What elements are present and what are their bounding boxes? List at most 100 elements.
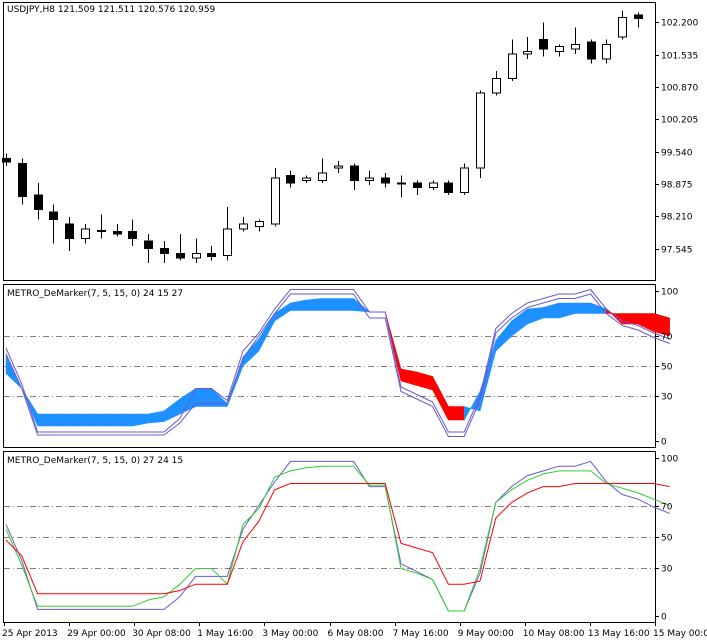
bull-candle bbox=[302, 175, 311, 183]
time-tick-label: 10 May 08:00 bbox=[523, 629, 585, 639]
bear-candle bbox=[65, 216, 74, 251]
candle-body bbox=[239, 223, 248, 230]
bear-candle bbox=[160, 241, 169, 263]
time-tick-label: 15 May 00:00 bbox=[653, 629, 707, 639]
bear-candle bbox=[413, 180, 422, 195]
bull-candle bbox=[460, 163, 469, 195]
bear-candle bbox=[18, 158, 27, 205]
candle-body bbox=[571, 43, 580, 50]
bull-candle bbox=[555, 44, 564, 57]
candle-body bbox=[2, 158, 11, 163]
band-segment-up bbox=[100, 413, 117, 427]
price-tick-label: 98.210 bbox=[661, 213, 693, 223]
time-tick-label: 7 May 16:00 bbox=[393, 629, 449, 639]
bull-candle bbox=[523, 37, 532, 59]
band-segment-up bbox=[116, 413, 133, 427]
bull-candle bbox=[476, 90, 485, 178]
bear-candle bbox=[381, 173, 390, 188]
candle-body bbox=[618, 17, 627, 38]
candle-body bbox=[508, 53, 517, 79]
time-tick-label: 30 Apr 08:00 bbox=[132, 629, 191, 639]
candle-body bbox=[34, 194, 43, 211]
price-tick-label: 97.545 bbox=[661, 246, 693, 256]
time-tick-label: 13 May 16:00 bbox=[588, 629, 650, 639]
indicator-1-tick-label: 70 bbox=[661, 333, 673, 343]
band-segment-up bbox=[84, 413, 102, 427]
bear-candle bbox=[539, 22, 548, 57]
bull-candle bbox=[239, 216, 248, 232]
bear-candle bbox=[634, 12, 643, 28]
bull-candle bbox=[602, 39, 611, 64]
candle-body bbox=[113, 230, 122, 235]
indicator-2-tick-label: 50 bbox=[661, 534, 673, 544]
candle-body bbox=[555, 46, 564, 53]
band-segment-up bbox=[337, 298, 354, 311]
indicator-2-step-line bbox=[5, 460, 670, 612]
band-segment-down bbox=[653, 313, 670, 337]
candle-body bbox=[207, 252, 216, 258]
candle-body bbox=[160, 247, 169, 254]
bull-candle bbox=[334, 160, 343, 174]
indicator-1-tick-label: 50 bbox=[661, 363, 673, 373]
candle-body bbox=[397, 182, 406, 185]
candle-body bbox=[350, 165, 359, 181]
bull-candle bbox=[397, 175, 406, 198]
band-segment-up bbox=[37, 413, 54, 427]
price-panel[interactable]: 102.200 101.535 100.870 100.205 99.540 98.875… bbox=[2, 2, 699, 281]
candle-body bbox=[444, 182, 453, 194]
bull-candle bbox=[571, 27, 580, 55]
indicator-2-tick-label: 30 bbox=[661, 565, 673, 575]
price-panel-frame bbox=[3, 2, 656, 281]
bull-candle bbox=[81, 224, 90, 244]
indicator-1-tick-label: 0 bbox=[661, 438, 667, 448]
bull-candle bbox=[429, 180, 438, 191]
bear-candle bbox=[444, 180, 453, 195]
candle-body bbox=[634, 14, 643, 20]
indicator-1-tick-label: 30 bbox=[661, 393, 673, 403]
candle-body bbox=[49, 211, 58, 220]
bear-candle bbox=[34, 182, 43, 220]
price-tick-label: 102.200 bbox=[661, 19, 698, 29]
indicator-2-tick-label: 0 bbox=[661, 613, 667, 623]
indicator-1-tick-label: 100 bbox=[661, 288, 678, 298]
band-segment-up bbox=[321, 298, 339, 311]
bull-candle bbox=[318, 158, 327, 183]
candle-body bbox=[302, 177, 311, 181]
candle-body bbox=[81, 228, 90, 240]
price-tick-label: 100.205 bbox=[661, 116, 698, 126]
bull-candle bbox=[492, 71, 501, 96]
bear-candle bbox=[286, 170, 295, 188]
indicator-panel-2[interactable]: 100 70 50 30 0 METRO_DeMarker(7, 5, 15, 0) 2… bbox=[3, 451, 679, 623]
indicator-1-step-lines bbox=[5, 288, 670, 437]
indicator-2-tick-label: 100 bbox=[661, 455, 678, 465]
candle-body bbox=[223, 228, 232, 257]
candle-body bbox=[429, 182, 438, 189]
band-segment-up bbox=[53, 413, 70, 427]
bear-candle bbox=[2, 153, 11, 166]
bull-candle bbox=[223, 207, 232, 261]
time-tick-label: 29 Apr 00:00 bbox=[67, 629, 126, 639]
candle-body bbox=[65, 223, 74, 240]
indicator-2-tick-label: 70 bbox=[661, 503, 673, 513]
candle-body bbox=[286, 175, 295, 184]
time-tick-label: 25 Apr 2013 bbox=[2, 629, 58, 639]
indicator-panel-1[interactable]: 100 70 50 30 0 METRO_DeMarker(7, 5, 15, 0) 2… bbox=[3, 284, 679, 448]
bear-candle bbox=[128, 219, 137, 246]
time-tick-label: 1 May 16:00 bbox=[197, 629, 253, 639]
price-tick-label: 99.540 bbox=[661, 149, 693, 159]
indicator-2-lines bbox=[5, 460, 670, 612]
bear-candle bbox=[176, 233, 185, 261]
candle-body bbox=[476, 92, 485, 169]
candle-body bbox=[381, 177, 390, 184]
candle-body bbox=[192, 252, 201, 259]
candle-body bbox=[365, 177, 374, 181]
step-line-upper bbox=[5, 288, 670, 433]
candle-body bbox=[128, 230, 137, 240]
band-segment-up bbox=[68, 413, 86, 427]
bear-candle bbox=[113, 224, 122, 237]
candle-body bbox=[144, 240, 153, 249]
bear-candle bbox=[207, 245, 216, 261]
candle-body bbox=[271, 177, 280, 225]
